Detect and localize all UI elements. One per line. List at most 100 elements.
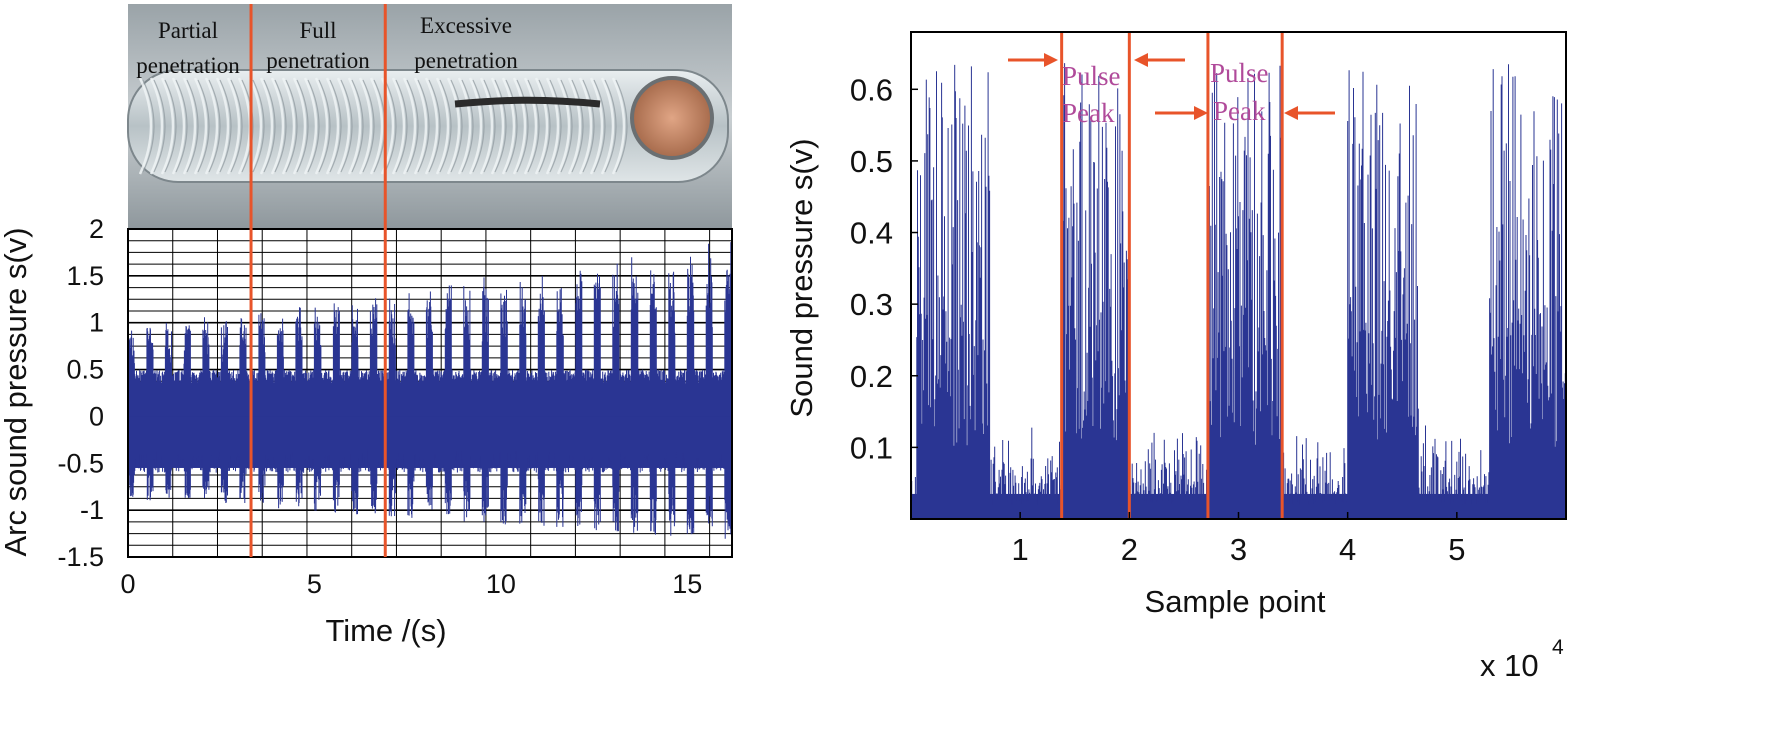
left-signal-series <box>127 242 733 539</box>
left-y-ticks: -1.5 -1 -0.5 0 0.5 1 1.5 2 <box>57 214 104 572</box>
weld-ripple <box>534 77 549 175</box>
weld-ripple-shadow <box>197 79 210 173</box>
right-y-tick-label: 0.6 <box>850 72 893 107</box>
weld-ripple-shadow <box>428 79 441 173</box>
right-y-tick-label: 0.4 <box>850 216 893 251</box>
weld-ripple-shadow <box>527 79 540 173</box>
right-x-tick-label: 1 <box>1012 532 1029 567</box>
pulse-arrowhead-3 <box>1194 106 1208 120</box>
weld-ripple-shadow <box>274 79 287 173</box>
right-y-ticks: 0.1 0.2 0.3 0.4 0.5 0.6 <box>850 72 918 465</box>
weld-ripple <box>490 77 505 175</box>
weld-ripple-shadow <box>318 79 331 173</box>
right-pulse-markers <box>1060 32 1284 519</box>
weld-ripple <box>215 77 230 175</box>
weld-ripple-shadow <box>340 79 353 173</box>
region-label-partial-line2: penetration <box>136 53 240 78</box>
left-signal-upper <box>127 242 733 417</box>
weld-ripple <box>479 77 494 175</box>
right-x-scale-exponent: 4 <box>1552 636 1564 659</box>
weld-ripple-shadow <box>439 79 452 173</box>
weld-ripple-shadow <box>582 79 595 173</box>
weld-ripple <box>391 77 406 175</box>
weld-ripple <box>457 77 472 175</box>
weld-ripple <box>193 77 208 175</box>
weld-ripple-shadow <box>208 79 221 173</box>
region-label-full-line1: Full <box>299 18 336 43</box>
weld-ripple <box>567 77 582 175</box>
left-y-tick-label: -0.5 <box>57 448 104 478</box>
weld-ripple <box>347 77 362 175</box>
weld-ripple-shadow <box>307 79 320 173</box>
weld-ripple-shadow <box>604 79 617 173</box>
left-plot-frame <box>127 228 733 558</box>
left-x-tick-label: 5 <box>307 569 322 599</box>
left-x-tick-label: 0 <box>120 569 135 599</box>
weld-ripple-shadow <box>175 79 188 173</box>
weld-ripple <box>512 77 527 175</box>
weld-ripple-shadow <box>285 79 298 173</box>
weld-ripple-shadow <box>483 79 496 173</box>
right-x-axis-label: Sample point <box>1145 584 1326 619</box>
weld-ripple-shadow <box>571 79 584 173</box>
right-x-tick-label: 5 <box>1448 532 1465 567</box>
weld-ripple-shadow <box>505 79 518 173</box>
right-x-tick-label: 4 <box>1339 532 1356 567</box>
weld-ripple-shadow <box>395 79 408 173</box>
weld-ripple <box>204 77 219 175</box>
region-label-excessive-line2: penetration <box>414 48 518 73</box>
weld-ripple <box>578 77 593 175</box>
left-y-tick-label: -1.5 <box>57 542 104 572</box>
right-x-scale-label: x 10 <box>1480 648 1539 683</box>
weld-ripple <box>523 77 538 175</box>
weld-ripple-shadow <box>384 79 397 173</box>
right-y-tick-label: 0.2 <box>850 359 893 394</box>
region-label-full-line2: penetration <box>266 48 370 73</box>
weld-ripple-shadow <box>406 79 419 173</box>
weld-ripple-shadow <box>461 79 474 173</box>
pulse-peak-1-line1: Pulse <box>1062 61 1121 91</box>
weld-ripple-shadow <box>549 79 562 173</box>
weld-ripple-shadow <box>362 79 375 173</box>
weld-ripple <box>292 77 307 175</box>
weld-ripple-shadow <box>219 79 232 173</box>
weld-ripple-shadow <box>538 79 551 173</box>
weld-ripple-shadow <box>252 79 265 173</box>
weld-ripple <box>270 77 285 175</box>
weld-ripple-shadow <box>186 79 199 173</box>
pulse-peak-1-line2: Peak <box>1062 98 1115 128</box>
region-label-partial-line1: Partial <box>158 18 218 43</box>
right-signal-series <box>910 63 1566 519</box>
weld-ripple-shadow <box>142 79 155 173</box>
weld-ripple <box>556 77 571 175</box>
weld-ripple-shadow <box>351 79 364 173</box>
right-chart: 0.1 0.2 0.3 0.4 0.5 0.6 1 2 3 4 5 Sample point x … <box>784 31 1567 683</box>
weld-ripple <box>336 77 351 175</box>
weld-ripple-shadow <box>494 79 507 173</box>
pulse-peak-2-line2: Peak <box>1213 96 1266 126</box>
weld-ripple-shadow <box>263 79 276 173</box>
left-y-tick-label: 0 <box>89 401 104 431</box>
weld-ripple-shadow <box>329 79 342 173</box>
left-chart: -1.5 -1 -0.5 0 0.5 1 1.5 2 0 5 10 15 Time /(s) Arc… <box>0 214 733 648</box>
right-y-tick-label: 0.3 <box>850 287 893 322</box>
weld-ripple <box>149 77 164 175</box>
left-x-ticks: 0 5 10 15 <box>120 569 702 599</box>
weld-photo: Partial penetration Full penetration Exc… <box>127 4 732 230</box>
left-y-tick-label: 1.5 <box>66 261 104 291</box>
weld-crack <box>454 96 601 108</box>
weld-ripple-shadow <box>593 79 606 173</box>
left-y-tick-label: -1 <box>80 495 104 525</box>
weld-ripple-shadow <box>417 79 430 173</box>
weld-ripple <box>303 77 318 175</box>
left-x-axis-label: Time /(s) <box>325 613 446 648</box>
weld-burn-through <box>630 76 714 160</box>
region-label-excessive-line1: Excessive <box>420 13 512 38</box>
left-y-tick-label: 1 <box>89 308 104 338</box>
weld-ripple <box>182 77 197 175</box>
weld-ripple <box>314 77 329 175</box>
right-x-tick-label: 2 <box>1121 532 1138 567</box>
weld-ripple <box>611 77 626 175</box>
left-penetration-markers <box>249 4 387 557</box>
weld-ripple <box>600 77 615 175</box>
